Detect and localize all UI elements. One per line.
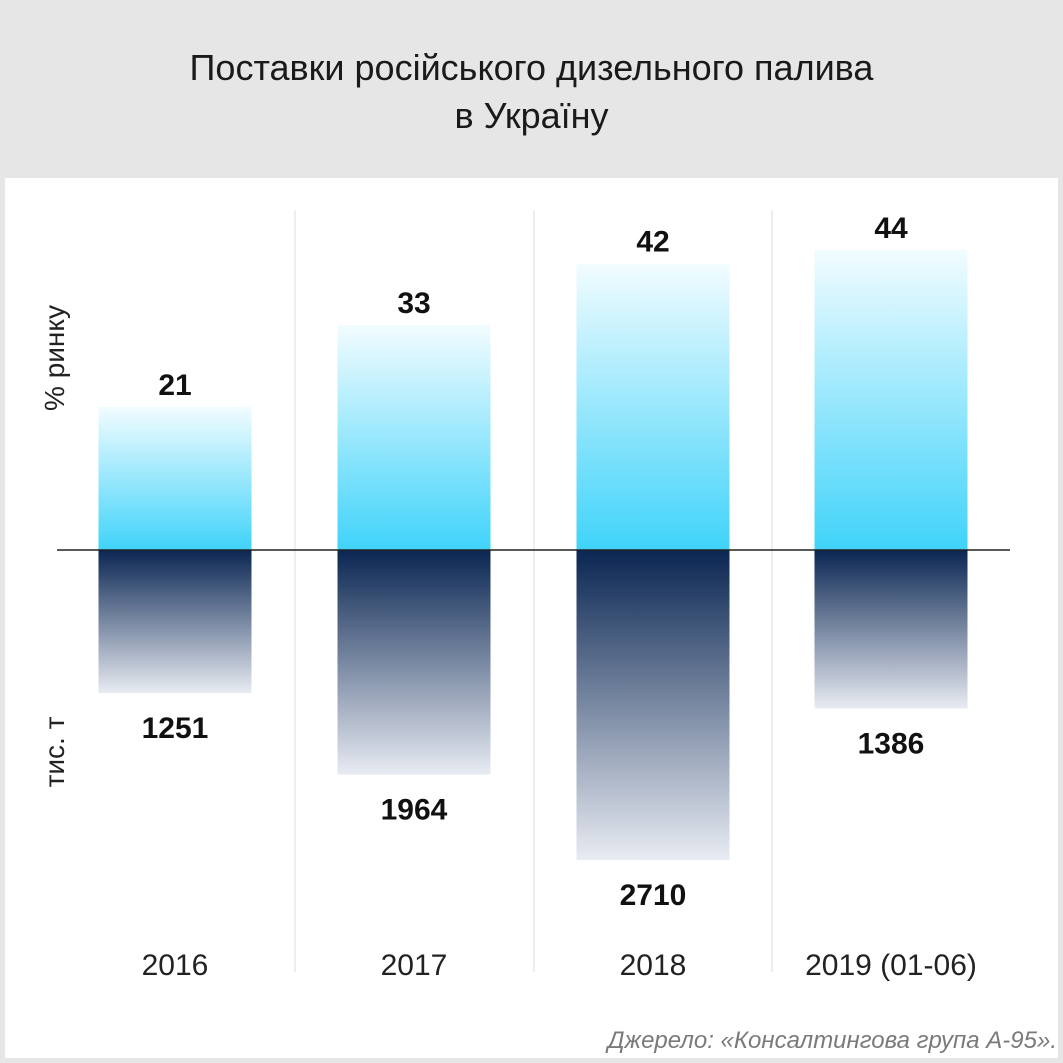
volume-value-label: 1386 xyxy=(858,728,925,761)
volume-value-labels: 1251 1964 2710 1386 xyxy=(142,712,925,912)
volume-value-label: 2710 xyxy=(620,879,687,912)
market-share-value-label: 21 xyxy=(158,369,191,402)
market-share-value-label: 44 xyxy=(874,212,908,245)
category-label: 2019 (01-06) xyxy=(805,949,977,982)
category-labels: 2016 2017 2018 2019 (01-06) xyxy=(142,949,977,982)
volume-bars xyxy=(98,550,968,860)
market-share-value-label: 33 xyxy=(397,287,430,320)
volume-bar xyxy=(576,550,730,860)
y-axis-label-market-share: % ринку xyxy=(39,305,70,411)
chart-title: Поставки російського дизельного палива в… xyxy=(0,44,1063,140)
category-label: 2018 xyxy=(620,949,687,982)
chart-header: Поставки російського дизельного палива в… xyxy=(0,0,1063,178)
volume-value-label: 1964 xyxy=(381,794,448,827)
category-label: 2016 xyxy=(142,949,209,982)
market-share-bar xyxy=(576,263,730,550)
volume-bar xyxy=(337,550,491,775)
source-note: Джерело: «Консалтингова група А-95». xyxy=(607,1027,1057,1054)
volume-bar xyxy=(98,550,252,694)
market-share-value-labels: 21 33 42 44 xyxy=(158,212,908,402)
chart-title-line-2: в Україну xyxy=(454,95,609,136)
volume-value-label: 1251 xyxy=(142,712,209,745)
market-share-bar xyxy=(98,406,252,550)
market-share-bar xyxy=(814,250,968,550)
volume-bar xyxy=(814,550,968,709)
category-label: 2017 xyxy=(381,949,448,982)
chart-title-line-1: Поставки російського дизельного палива xyxy=(189,47,874,88)
market-share-value-label: 42 xyxy=(636,226,669,259)
y-axis-label-volume: тис. т xyxy=(39,716,70,787)
column-separators xyxy=(294,210,773,972)
market-share-bars xyxy=(98,250,968,550)
market-share-bar xyxy=(337,325,491,550)
